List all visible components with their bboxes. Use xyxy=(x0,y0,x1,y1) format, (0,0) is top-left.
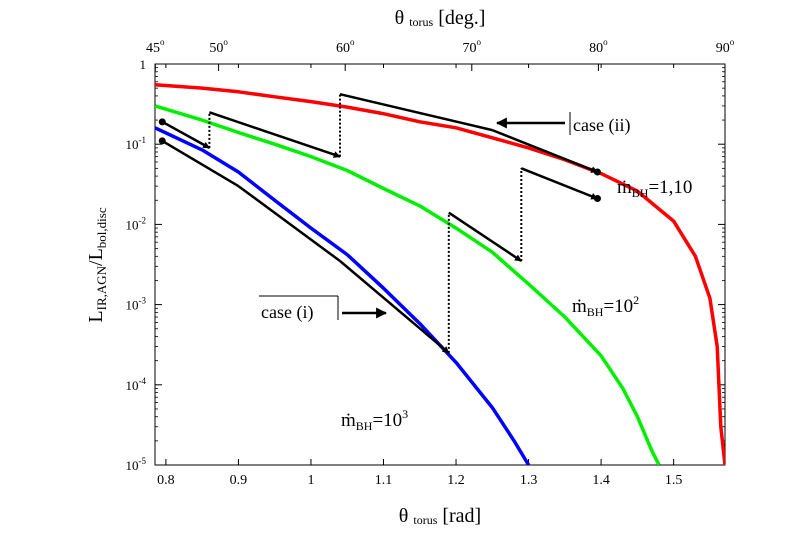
x2-degree-mark-70: o xyxy=(477,37,482,47)
mdot-100-rest: =10 xyxy=(603,296,633,317)
paths-layer xyxy=(158,92,601,354)
mdot-100-sub: BH xyxy=(587,305,604,319)
y-tick-label-5: 10-5 xyxy=(126,456,147,473)
mdot-1000-rest: =10 xyxy=(372,410,402,431)
y-tick-label-2: 10-2 xyxy=(126,215,147,232)
curve-series-1 xyxy=(155,104,661,465)
top-axis-title: θ torus [deg.] xyxy=(395,7,486,29)
y-tick-base-3: 10 xyxy=(126,298,139,313)
x-axis-unit: [rad] xyxy=(442,505,481,527)
case-ii-path-end-dot xyxy=(593,168,601,176)
ticks-layer: 0.8 0.9 1 1.1 1.2 1.3 1.4 1.5 45o 50o 60o 70o 80o 90o… xyxy=(126,37,735,488)
x2-tick-label-60: 60o xyxy=(336,37,355,56)
x-tick-label-1: 0.9 xyxy=(230,473,248,488)
y-tick-base-1: 10 xyxy=(126,137,139,152)
mdot-1000-sup: 3 xyxy=(402,407,408,421)
case-ii-path-segment-4 xyxy=(339,92,493,132)
x-tick-label-3: 1.1 xyxy=(375,473,393,488)
top-axis-unit: [deg.] xyxy=(438,7,485,29)
y-tick-base-0: 1 xyxy=(140,57,147,72)
plot-frame xyxy=(154,63,726,466)
case-i-path-segment-6 xyxy=(520,167,599,200)
mdot-100-sup: 2 xyxy=(633,293,639,307)
x-axis-title: θ torus [rad] xyxy=(399,505,481,527)
mdot-1-10-label: ṁBH=1,10 xyxy=(617,177,692,200)
y-tick-label-3: 10-3 xyxy=(126,296,147,313)
y-axis-sep: /L xyxy=(85,248,107,266)
x2-tick-label-70: 70o xyxy=(463,37,482,56)
y-tick-label-0: 1 xyxy=(140,57,147,72)
y-axis-sub2: bol,disc xyxy=(94,207,109,248)
x2-tick-label-50: 50o xyxy=(209,37,228,56)
x2-tick-label-90: 90o xyxy=(716,37,735,56)
case-i-path-segment-0 xyxy=(161,139,240,188)
curves-layer xyxy=(155,83,725,465)
mdot-1-10-base: ṁ xyxy=(617,177,632,198)
mdot-1000-sub: BH xyxy=(356,419,373,433)
x-tick-label-7: 1.5 xyxy=(665,473,683,488)
x2-degree-mark-80: o xyxy=(603,37,608,47)
x2-tick-label-45: 45o xyxy=(146,37,165,56)
mdot-1-10-rest: =1,10 xyxy=(648,177,692,198)
mdot-1-10-sub: BH xyxy=(632,186,649,200)
x-tick-label-2: 1 xyxy=(307,473,314,488)
x-tick-label-0: 0.8 xyxy=(157,473,175,488)
top-axis-sub: torus xyxy=(409,15,433,29)
mdot-1000-base: ṁ xyxy=(341,410,356,431)
y-tick-base-5: 10 xyxy=(126,458,139,473)
case-ii-path-segment-5 xyxy=(491,128,599,174)
x2-degree-mark-60: o xyxy=(350,37,355,47)
curve-series-0 xyxy=(155,83,725,465)
x-axis-theta: θ xyxy=(399,505,409,527)
case-i-path-end-dot xyxy=(593,195,601,203)
y-tick-exp-3: -3 xyxy=(139,296,147,306)
case-i-path-start-dot xyxy=(158,137,166,145)
case-i-label: case (i) xyxy=(261,302,313,323)
y-tick-label-1: 10-1 xyxy=(126,135,147,152)
y-tick-base-2: 10 xyxy=(126,217,139,232)
x-tick-label-6: 1.4 xyxy=(592,473,610,488)
case-ii-path-segment-0 xyxy=(161,120,211,149)
y-axis-title: LIR,AGN/Lbol,disc xyxy=(85,207,109,322)
mdot-1000-label: ṁBH=103 xyxy=(341,407,408,433)
x-tick-label-5: 1.3 xyxy=(520,473,538,488)
y-tick-exp-5: -5 xyxy=(139,456,147,466)
x2-degree-mark-45: o xyxy=(160,37,165,47)
y-tick-exp-4: -4 xyxy=(139,376,147,386)
mdot-100-label: ṁBH=102 xyxy=(572,293,639,319)
x2-degree-mark-50: o xyxy=(223,37,228,47)
y-tick-exp-1: -1 xyxy=(139,135,147,145)
top-axis-theta: θ xyxy=(395,7,405,29)
case-i-path-segment-1 xyxy=(237,185,341,263)
y-axis-sub1: IR,AGN xyxy=(94,265,109,310)
case-ii-path-segment-2 xyxy=(208,111,341,158)
x-axis-sub: torus xyxy=(413,513,437,527)
y-tick-exp-2: -2 xyxy=(139,215,147,225)
x2-degree-mark-90: o xyxy=(730,37,735,47)
y-tick-base-4: 10 xyxy=(126,378,139,393)
x-tick-label-4: 1.2 xyxy=(447,473,465,488)
curve-series-2 xyxy=(155,126,531,465)
y-tick-label-4: 10-4 xyxy=(126,376,147,393)
case-ii-label: case (ii) xyxy=(573,115,630,136)
case-i-path-segment-4 xyxy=(448,211,522,263)
y-axis-L: L xyxy=(85,310,107,322)
x2-tick-label-80: 80o xyxy=(589,37,608,56)
case-ii-path-start-dot xyxy=(158,118,166,126)
case-i-path-segment-2 xyxy=(339,260,450,354)
mdot-100-base: ṁ xyxy=(572,296,587,317)
